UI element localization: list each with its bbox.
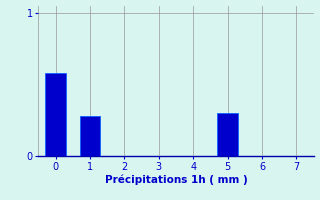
Bar: [45, 73, 66, 156]
X-axis label: Précipitations 1h ( mm ): Précipitations 1h ( mm ): [105, 174, 247, 185]
Bar: [217, 113, 238, 156]
Bar: [80, 116, 100, 156]
